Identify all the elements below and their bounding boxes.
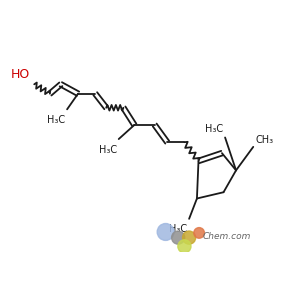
- Circle shape: [172, 231, 185, 244]
- Text: HO: HO: [11, 68, 31, 80]
- Circle shape: [182, 231, 196, 244]
- Text: H₃C: H₃C: [206, 124, 224, 134]
- Circle shape: [194, 228, 204, 238]
- Text: H₃C: H₃C: [99, 145, 117, 155]
- Circle shape: [178, 240, 191, 253]
- Text: H₃C: H₃C: [169, 224, 188, 233]
- Text: Chem.com: Chem.com: [202, 232, 250, 242]
- Text: H₃C: H₃C: [47, 115, 65, 125]
- Circle shape: [157, 224, 174, 240]
- Text: CH₃: CH₃: [256, 135, 274, 145]
